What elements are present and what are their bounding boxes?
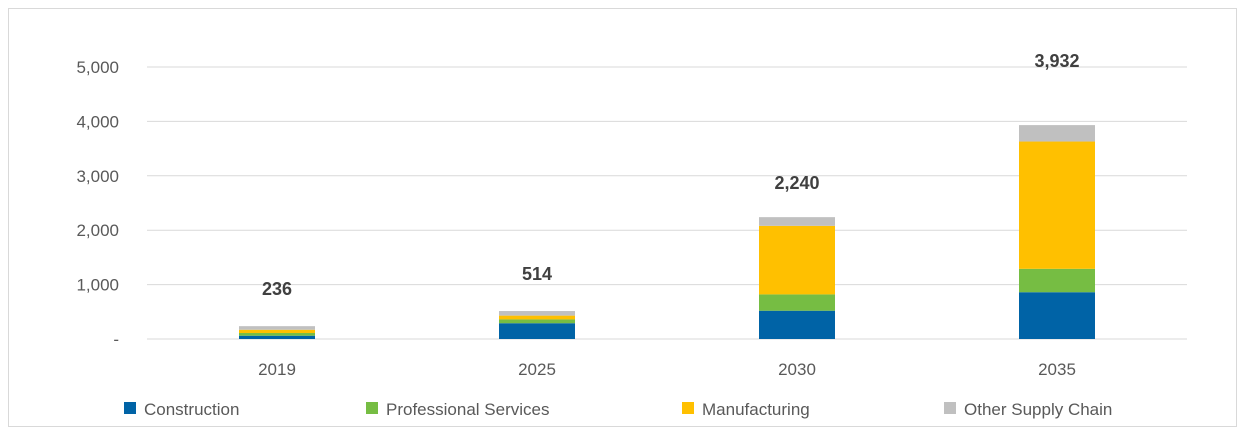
y-tick-label: 5,000 <box>76 58 119 77</box>
bar-segment <box>499 323 575 339</box>
y-tick-label: 4,000 <box>76 112 119 131</box>
legend-label: Other Supply Chain <box>964 400 1112 419</box>
bar-segment <box>239 336 315 339</box>
legend-label: Manufacturing <box>702 400 810 419</box>
legend-swatch <box>944 402 956 414</box>
x-tick-label: 2019 <box>258 360 296 379</box>
bar-segment <box>1019 142 1095 269</box>
bar-segment <box>499 311 575 316</box>
bar-segment <box>499 319 575 323</box>
total-label: 3,932 <box>1034 51 1079 71</box>
bar-segment <box>1019 269 1095 292</box>
bar-segment <box>239 330 315 333</box>
total-label: 236 <box>262 279 292 299</box>
x-tick-label: 2035 <box>1038 360 1076 379</box>
bar-segment <box>239 326 315 330</box>
legend-swatch <box>682 402 694 414</box>
bar-segment <box>759 217 835 226</box>
y-tick-label: - <box>113 330 119 349</box>
legend-swatch <box>124 402 136 414</box>
y-tick-label: 2,000 <box>76 221 119 240</box>
legend-label: Professional Services <box>386 400 549 419</box>
bar-segment <box>239 333 315 336</box>
x-tick-label: 2025 <box>518 360 556 379</box>
bar-segment <box>759 311 835 339</box>
legend-swatch <box>366 402 378 414</box>
legend-label: Construction <box>144 400 239 419</box>
bar-segment <box>1019 125 1095 141</box>
total-label: 2,240 <box>774 173 819 193</box>
y-tick-label: 1,000 <box>76 276 119 295</box>
bar-segment <box>499 316 575 320</box>
total-label: 514 <box>522 264 552 284</box>
x-tick-label: 2030 <box>778 360 816 379</box>
bar-segment <box>759 294 835 310</box>
bar-segment <box>759 226 835 295</box>
bar-segment <box>1019 292 1095 339</box>
y-tick-label: 3,000 <box>76 167 119 186</box>
